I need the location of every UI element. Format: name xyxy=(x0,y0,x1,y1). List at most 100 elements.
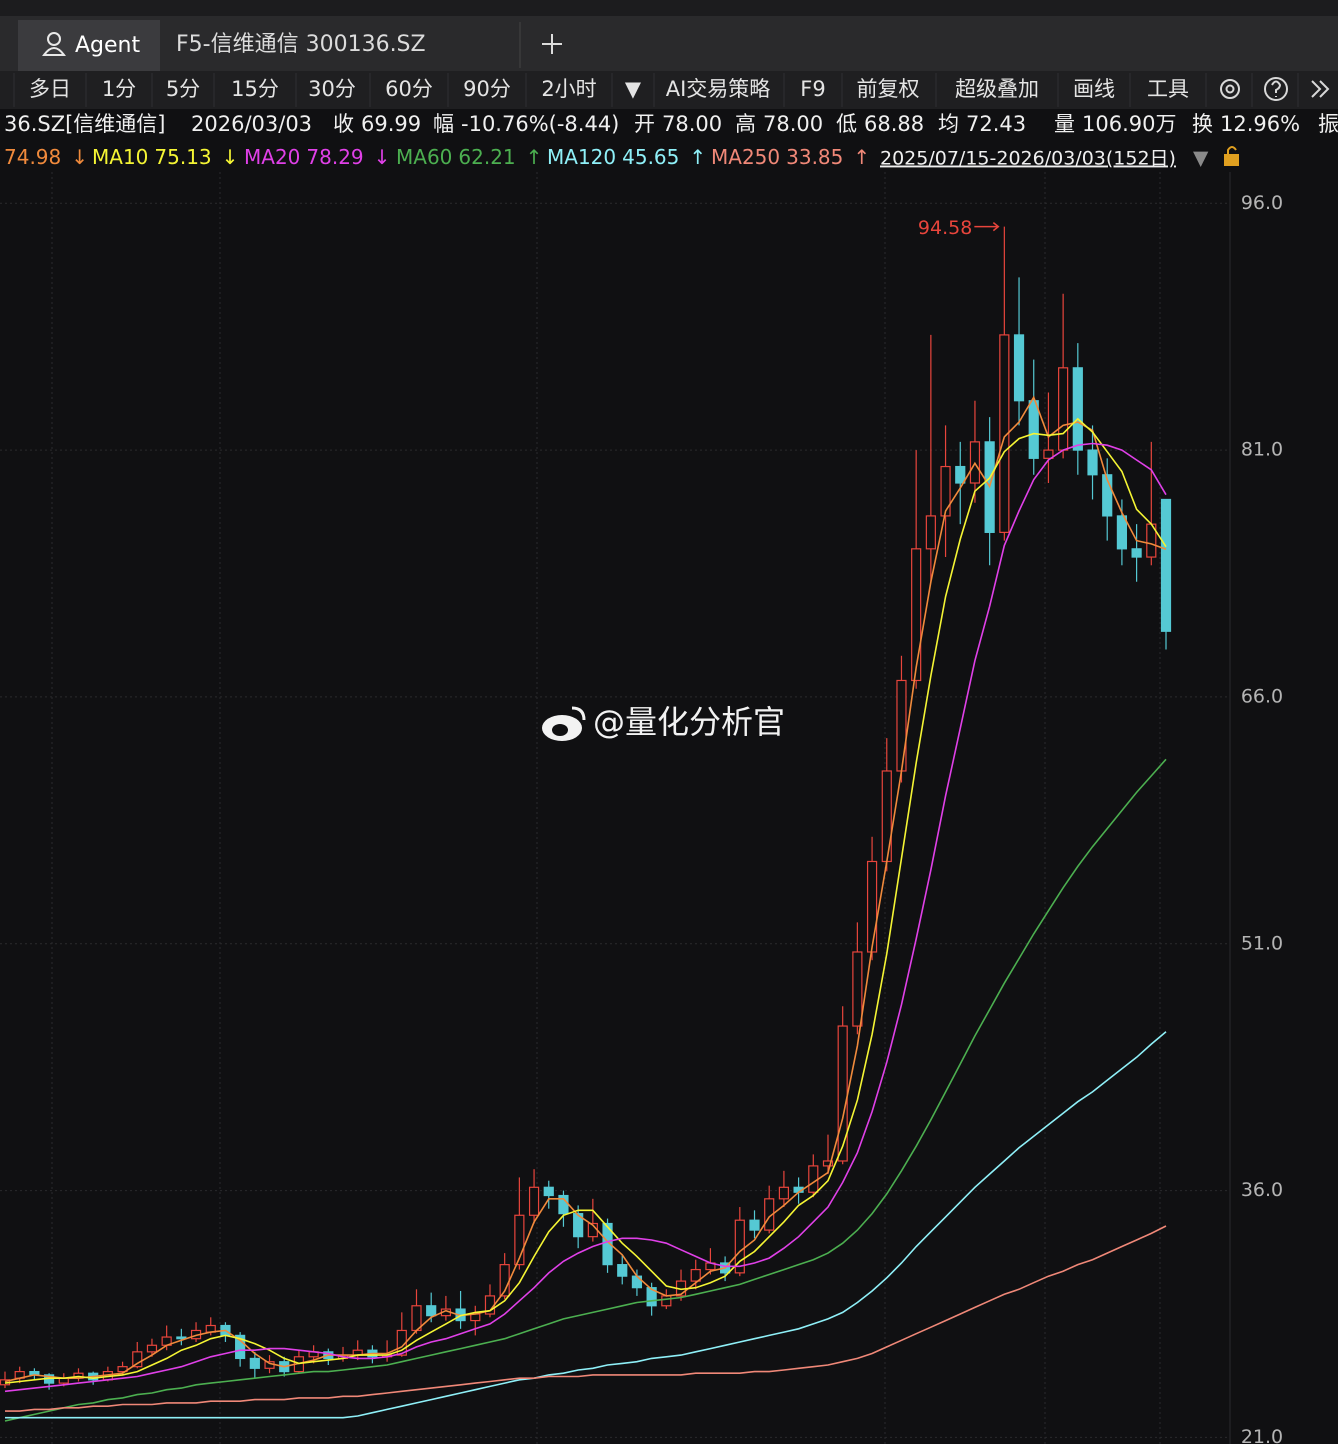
watermark: @量化分析官 xyxy=(593,703,785,741)
toolbar-button[interactable]: 超级叠加 xyxy=(955,77,1039,101)
toolbar-button[interactable]: 工具 xyxy=(1147,77,1189,101)
legend-name: MA10 xyxy=(92,145,148,169)
legend-entry: 74.98 ↓ xyxy=(4,145,88,169)
toolbar-button[interactable]: F9 xyxy=(800,77,825,101)
legend-value: 74.98 xyxy=(4,145,61,169)
legend-name: MA60 xyxy=(396,145,452,169)
more-icon[interactable] xyxy=(1311,80,1330,98)
toolbar-button[interactable]: 1分 xyxy=(102,77,136,101)
candle-body xyxy=(749,1219,760,1231)
range-label[interactable]: 2025/07/15-2026/03/03(152日) xyxy=(880,148,1176,170)
quote-field-label: 均 xyxy=(938,112,959,136)
toolbar-button[interactable]: 90分 xyxy=(463,77,511,101)
candle-body xyxy=(690,1268,701,1282)
tab-label[interactable]: F5-信维通信 300136.SZ xyxy=(176,32,426,57)
candle-body xyxy=(999,334,1010,533)
candle-body xyxy=(911,548,922,682)
legend-trend: ↑ xyxy=(689,145,706,169)
quote-field-value: 72.43 xyxy=(966,112,1026,136)
add-tab[interactable] xyxy=(542,34,562,54)
ma-line xyxy=(5,1031,1167,1419)
quote-field-label: 量 xyxy=(1054,112,1075,136)
candle-body xyxy=(955,465,966,484)
range-dropdown[interactable]: ▼ xyxy=(1193,146,1209,170)
legend-name: MA250 xyxy=(711,145,780,169)
legend-trend: ↑ xyxy=(526,145,543,169)
y-tick-label: 51.0 xyxy=(1241,932,1283,954)
toolbar-button[interactable]: AI交易策略 xyxy=(666,77,771,101)
help-icon[interactable] xyxy=(1264,77,1288,101)
candle-body xyxy=(1058,367,1069,451)
candle-body xyxy=(631,1275,643,1289)
candle-body xyxy=(852,951,863,1027)
candle-body xyxy=(1131,548,1142,558)
quote-date: 2026/03/03 xyxy=(191,112,312,136)
candle-body xyxy=(602,1222,613,1266)
legend-entry: MA60 62.21 ↑ xyxy=(396,145,542,169)
candle-body xyxy=(1043,449,1054,459)
quote-field-label: 开 xyxy=(634,112,655,136)
lock-icon[interactable] xyxy=(1224,146,1239,166)
candle-body xyxy=(822,1160,834,1167)
max-label: 94.58 xyxy=(918,217,972,239)
quote-field-value: 78.00 xyxy=(662,112,722,136)
toolbar-button[interactable]: 多日 xyxy=(29,77,71,101)
ma-line xyxy=(4,395,1167,1383)
quote-field-label: 换 xyxy=(1192,112,1213,136)
legend-value: 75.13 xyxy=(154,145,211,169)
legend-entry: MA20 78.29 ↓ xyxy=(244,145,390,169)
candle-body xyxy=(176,1336,187,1340)
toolbar-button[interactable]: 前复权 xyxy=(857,77,920,101)
legend-trend: ↓ xyxy=(222,145,239,169)
y-tick-label: 21.0 xyxy=(1241,1426,1283,1444)
menu-strip xyxy=(0,0,1338,16)
toolbar-button[interactable]: ▼ xyxy=(625,77,642,101)
weibo-icon xyxy=(542,706,586,741)
candle-body xyxy=(573,1213,584,1238)
toolbar-button[interactable]: 60分 xyxy=(385,77,433,101)
quote-code: 36.SZ[信维通信] xyxy=(4,112,166,136)
candle-body xyxy=(426,1305,437,1317)
candle-body xyxy=(132,1351,143,1368)
candle-body xyxy=(1013,334,1025,402)
toolbar-button[interactable]: 5分 xyxy=(166,77,200,101)
active-tab[interactable] xyxy=(18,20,160,71)
quote-field-value: 78.00 xyxy=(763,112,823,136)
quote-field-label: 幅 xyxy=(433,112,454,136)
candle-body xyxy=(1028,400,1039,459)
ma-line xyxy=(4,417,1167,1384)
legend-trend: ↓ xyxy=(71,145,88,169)
toolbar-button[interactable]: 画线 xyxy=(1073,77,1115,101)
y-tick-label: 96.0 xyxy=(1241,192,1283,214)
person-icon xyxy=(42,32,66,56)
settings-icon[interactable] xyxy=(1220,79,1240,99)
legend-value: 78.29 xyxy=(306,145,363,169)
candle-body xyxy=(617,1264,628,1277)
candle-body xyxy=(646,1287,657,1307)
legend-entry: MA120 45.65 ↑ xyxy=(547,145,706,169)
candle-body xyxy=(528,1186,540,1216)
legend-entry: MA250 33.85 ↑ xyxy=(711,145,870,169)
toolbar xyxy=(0,71,1338,109)
ma-line xyxy=(4,758,1167,1422)
legend-entry: MA10 75.13 ↓ xyxy=(92,145,238,169)
tab-label[interactable]: Agent xyxy=(75,33,140,58)
candle-body xyxy=(661,1295,672,1307)
candle-body xyxy=(734,1219,745,1274)
quote-field-label: 高 xyxy=(735,112,756,136)
toolbar-button[interactable]: 2小时 xyxy=(541,77,596,101)
candle-body xyxy=(543,1186,554,1197)
candle-body xyxy=(1072,367,1083,451)
quote-field-value: 69.99 xyxy=(361,112,421,136)
candle-body xyxy=(514,1214,525,1266)
toolbar-button[interactable]: 30分 xyxy=(308,77,356,101)
candle-body xyxy=(117,1366,128,1373)
toolbar-button[interactable]: 15分 xyxy=(231,77,279,101)
ma-line xyxy=(4,442,1167,1393)
candle-body xyxy=(1116,515,1128,550)
legend-name: MA120 xyxy=(547,145,616,169)
legend-trend: ↑ xyxy=(853,145,870,169)
quote-field-value: 12.96% xyxy=(1220,112,1300,136)
